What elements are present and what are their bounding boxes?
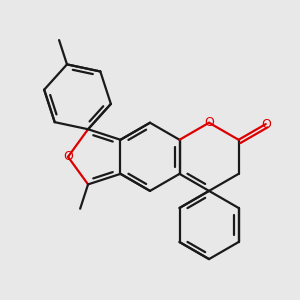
Text: O: O bbox=[204, 116, 214, 129]
Text: O: O bbox=[261, 118, 271, 130]
Text: O: O bbox=[63, 150, 73, 163]
